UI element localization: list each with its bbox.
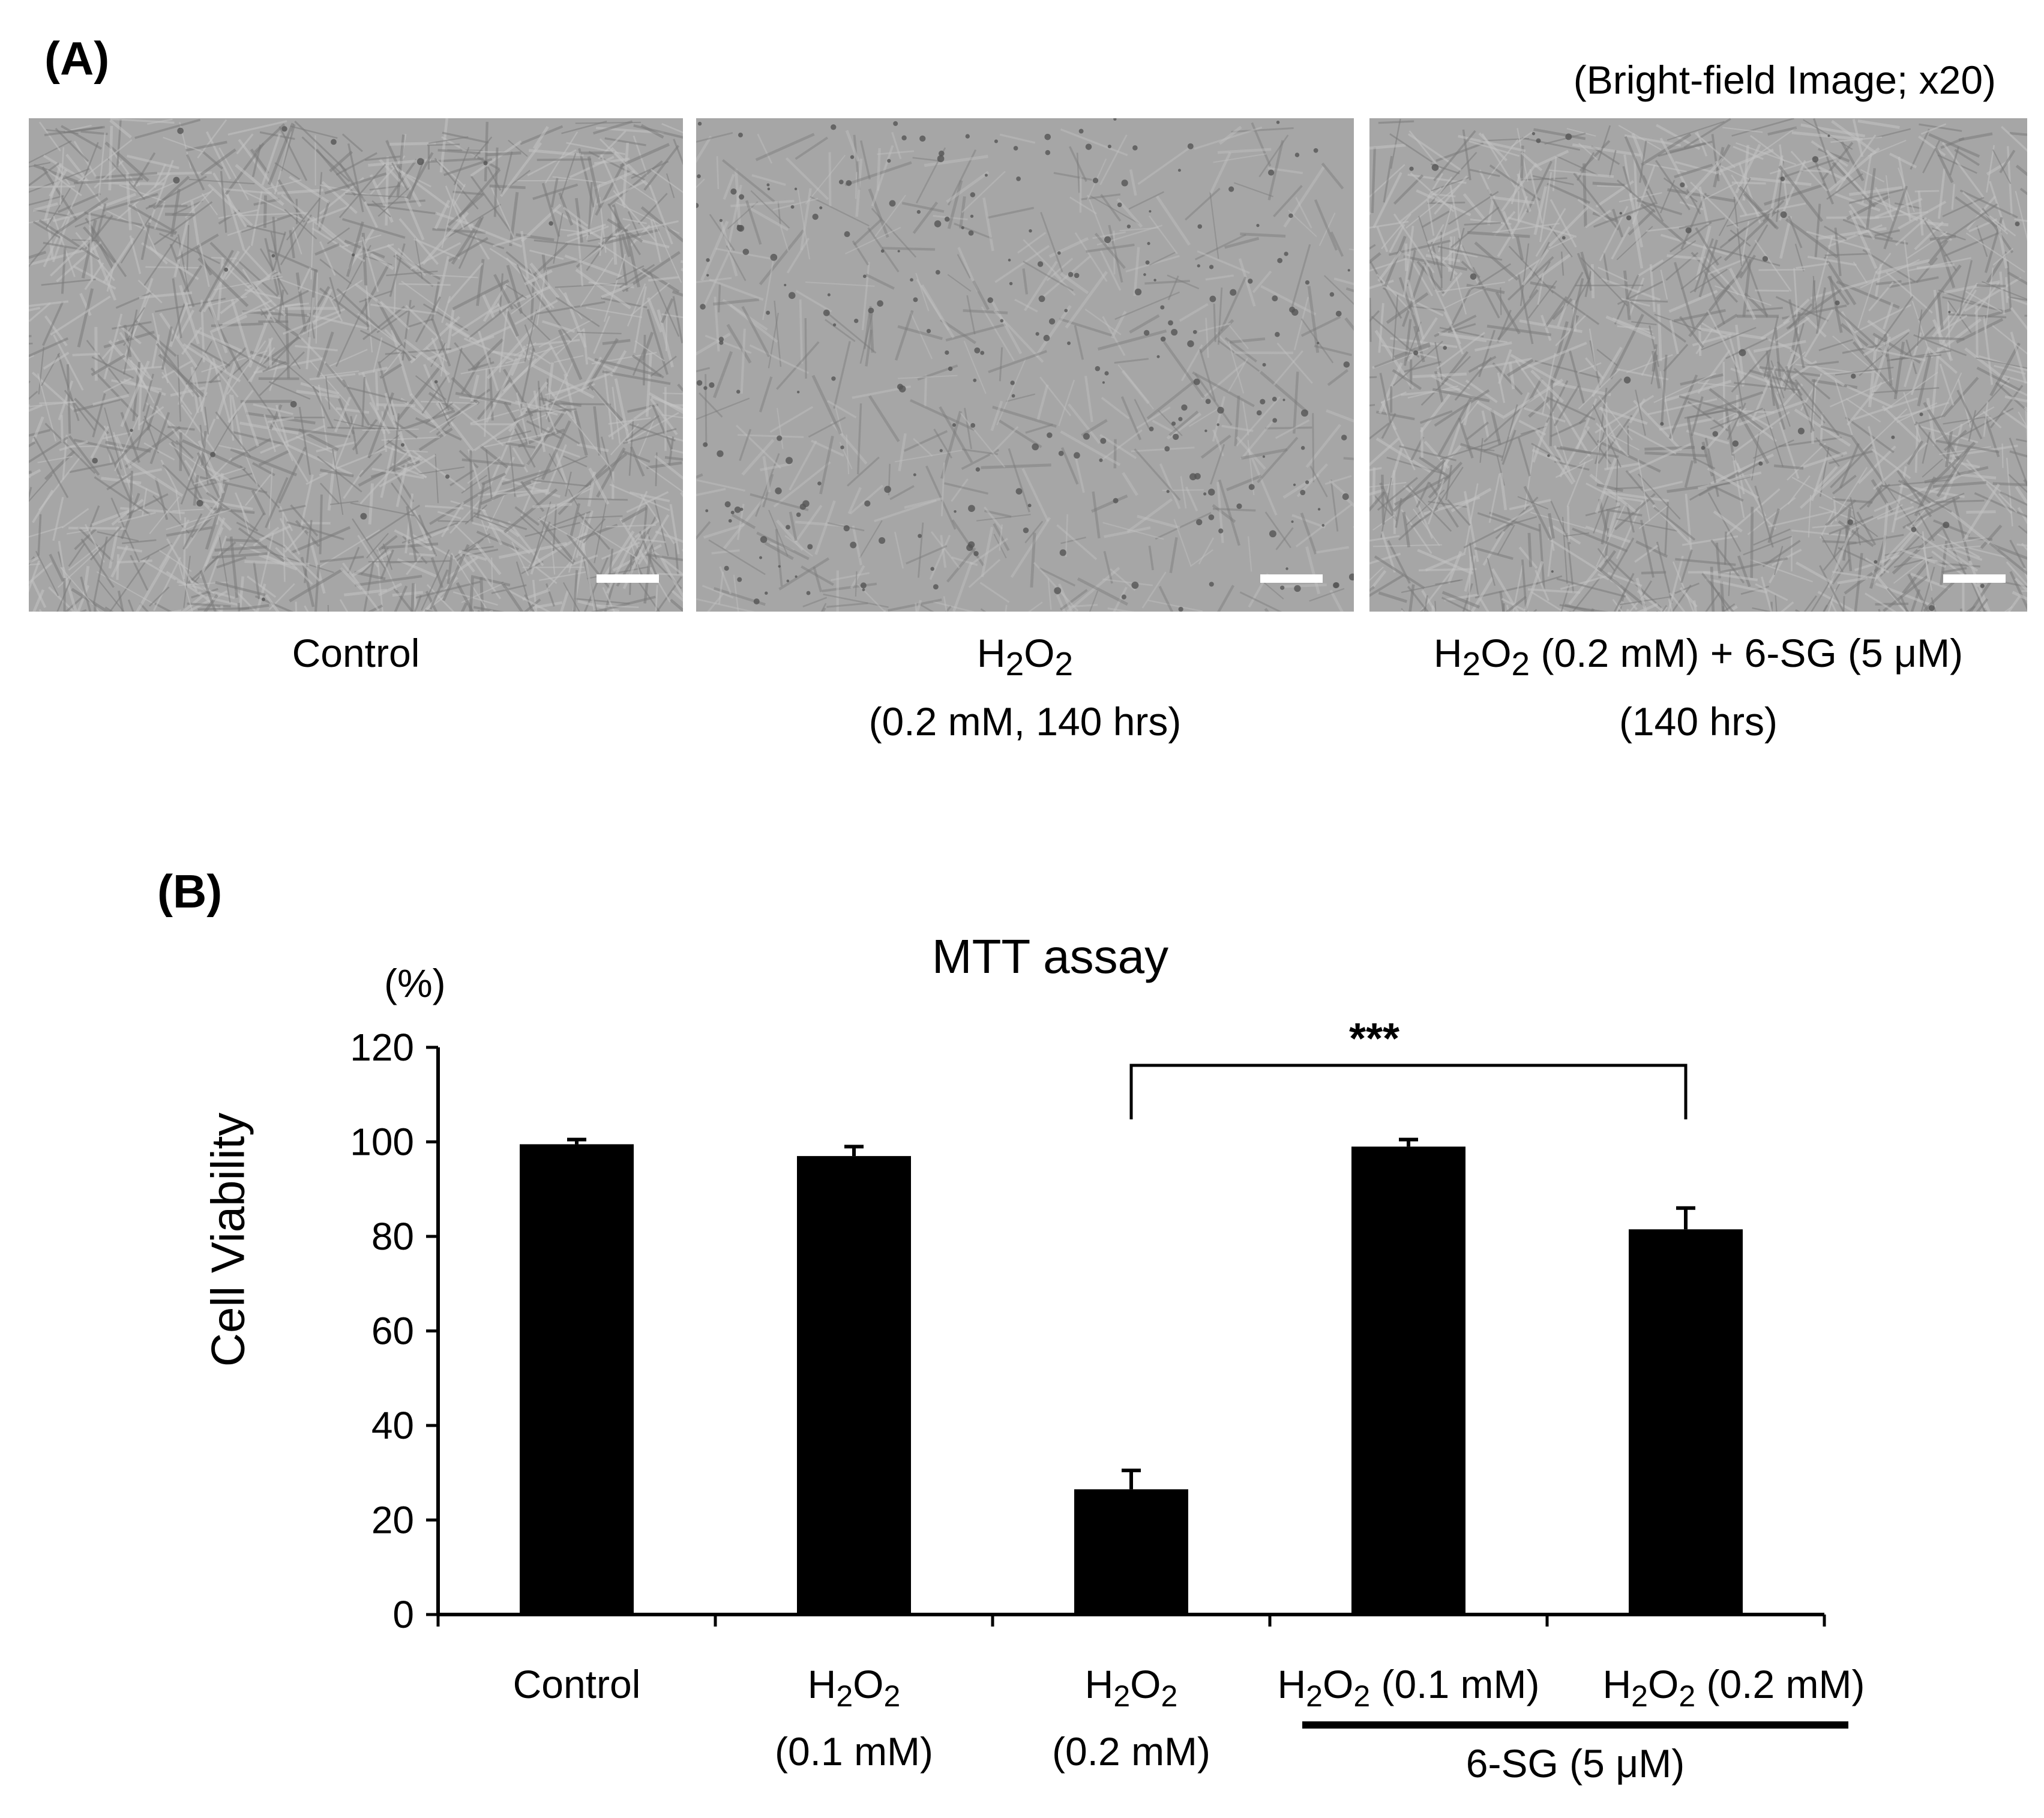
y-tick-label: 100 [350, 1121, 414, 1164]
significance-marker: *** [1266, 1014, 1482, 1064]
y-tick-label: 60 [371, 1310, 414, 1353]
bar [520, 1144, 634, 1615]
x-tick-label-line2: (0.2 mM) [951, 1724, 1311, 1779]
x-tick-label-line1: H2O2 (0.1 mM) [1228, 1657, 1589, 1724]
y-tick-label: 120 [350, 1026, 414, 1069]
x-tick-label-line1: H2O2 (0.2 mM) [1554, 1657, 1914, 1724]
significance-bracket [1131, 1065, 1686, 1119]
bar [1074, 1489, 1188, 1615]
bar [1629, 1229, 1743, 1615]
x-tick-label: H2O2 (0.2 mM) [1554, 1657, 1914, 1724]
bar [797, 1156, 911, 1615]
group-bracket-line [1302, 1721, 1848, 1729]
y-tick-label: 80 [371, 1215, 414, 1258]
y-tick-label: 0 [392, 1593, 414, 1636]
bar [1351, 1146, 1465, 1615]
y-tick-label: 40 [371, 1404, 414, 1447]
y-tick-label: 20 [371, 1499, 414, 1542]
x-tick-label: H2O2 (0.1 mM) [1228, 1657, 1589, 1724]
group-bracket-label: 6-SG (5 μM) [1302, 1741, 1848, 1786]
